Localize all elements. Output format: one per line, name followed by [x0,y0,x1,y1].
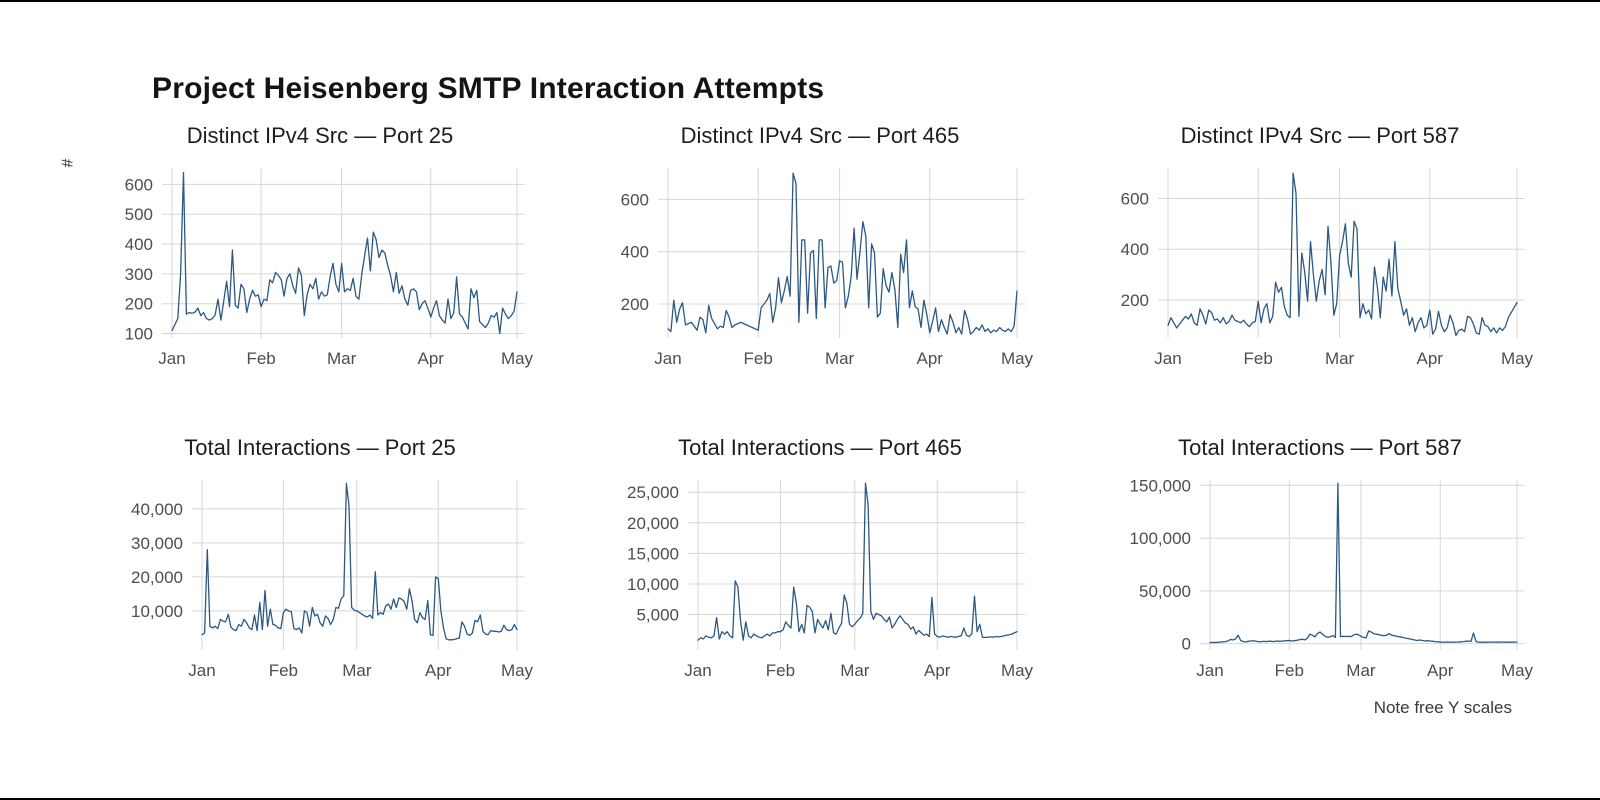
line-chart-total-port587: Jan Feb Mar Apr May 0 50,000 100,000 150,000 [1130,476,1534,680]
svg-text:600: 600 [125,175,153,194]
svg-text:Mar: Mar [1325,349,1355,368]
svg-text:May: May [501,661,534,680]
svg-text:Feb: Feb [246,349,275,368]
svg-text:400: 400 [621,243,649,262]
svg-text:May: May [1501,349,1534,368]
svg-text:300: 300 [125,265,153,284]
chart-distinct-port587: Distinct IPv4 Src — Port 587 Jan Feb Mar Ap… [1100,120,1540,375]
svg-text:Apr: Apr [1427,661,1454,680]
chart-title: Distinct IPv4 Src — Port 587 [1180,123,1460,148]
svg-text:200: 200 [125,295,153,314]
svg-text:Jan: Jan [684,661,711,680]
svg-text:Jan: Jan [188,661,215,680]
svg-text:200: 200 [621,295,649,314]
page-title: Project Heisenberg SMTP Interaction Atte… [152,72,825,106]
svg-text:20,000: 20,000 [627,514,679,533]
chart-title: Total Interactions — Port 465 [678,435,962,460]
bottom-border [0,798,1600,800]
line-chart-distinct-port587: Jan Feb Mar Apr May 200 400 600 [1121,168,1534,368]
svg-text:100: 100 [125,325,153,344]
svg-text:Apr: Apr [924,661,951,680]
svg-text:500: 500 [125,205,153,224]
chart-total-port587: Total Interactions — Port 587 Jan Feb Mar A… [1100,432,1540,687]
svg-text:May: May [1001,349,1034,368]
svg-text:Apr: Apr [1417,349,1444,368]
top-border [0,0,1600,2]
svg-text:5,000: 5,000 [636,606,679,625]
svg-text:Apr: Apr [425,661,452,680]
svg-text:Mar: Mar [825,349,855,368]
svg-text:10,000: 10,000 [627,575,679,594]
svg-text:25,000: 25,000 [627,483,679,502]
chart-title: Distinct IPv4 Src — Port 465 [680,123,960,148]
svg-text:May: May [1001,661,1034,680]
line-chart-total-port25: Jan Feb Mar Apr May 10,000 20,000 30,000 40,000 [131,480,534,680]
svg-text:Feb: Feb [1275,661,1304,680]
svg-text:40,000: 40,000 [131,500,183,519]
svg-text:Jan: Jan [1196,661,1223,680]
svg-text:Feb: Feb [744,349,773,368]
svg-text:100,000: 100,000 [1130,529,1191,548]
svg-text:50,000: 50,000 [1139,582,1191,601]
svg-text:Apr: Apr [418,349,445,368]
svg-text:10,000: 10,000 [131,602,183,621]
chart-distinct-port465: Distinct IPv4 Src — Port 465 Jan Feb Mar Ap… [600,120,1040,375]
svg-text:400: 400 [1121,240,1149,259]
svg-text:May: May [1501,661,1534,680]
chart-title: Total Interactions — Port 25 [184,435,456,460]
line-chart-distinct-port465: Jan Feb Mar Apr May 200 400 600 [621,168,1034,368]
line-chart-distinct-port25: Jan Feb Mar Apr May 100 200 300 400 500 600 [125,168,534,368]
svg-text:Mar: Mar [840,661,870,680]
svg-text:Jan: Jan [654,349,681,368]
svg-text:Feb: Feb [269,661,298,680]
svg-text:200: 200 [1121,291,1149,310]
svg-text:600: 600 [1121,189,1149,208]
svg-text:May: May [501,349,534,368]
chart-distinct-port25: # Distinct IPv4 Src — Port 25 Jan Feb Mar A… [59,120,540,375]
chart-title: Total Interactions — Port 587 [1178,435,1462,460]
svg-text:Feb: Feb [766,661,795,680]
svg-text:30,000: 30,000 [131,534,183,553]
svg-text:15,000: 15,000 [627,544,679,563]
svg-text:Jan: Jan [158,349,185,368]
svg-text:20,000: 20,000 [131,568,183,587]
chart-total-port25: Total Interactions — Port 25 Jan Feb Mar Ap… [100,432,540,687]
svg-text:0: 0 [1182,635,1191,654]
svg-text:Mar: Mar [327,349,357,368]
svg-text:Feb: Feb [1244,349,1273,368]
free-scales-note: Note free Y scales [1373,698,1512,717]
svg-text:Mar: Mar [1346,661,1376,680]
svg-text:Mar: Mar [342,661,372,680]
chart-total-port465: Total Interactions — Port 465 Jan Feb Mar A… [600,432,1040,687]
chart-title: Distinct IPv4 Src — Port 25 [186,123,454,148]
svg-text:Jan: Jan [1154,349,1181,368]
svg-text:600: 600 [621,190,649,209]
svg-text:400: 400 [125,235,153,254]
svg-text:Apr: Apr [917,349,944,368]
svg-text:150,000: 150,000 [1130,476,1191,495]
y-axis-title: # [59,158,77,168]
line-chart-total-port465: Jan Feb Mar Apr May 5,000 10,000 15,000 20,000 25… [627,480,1034,680]
